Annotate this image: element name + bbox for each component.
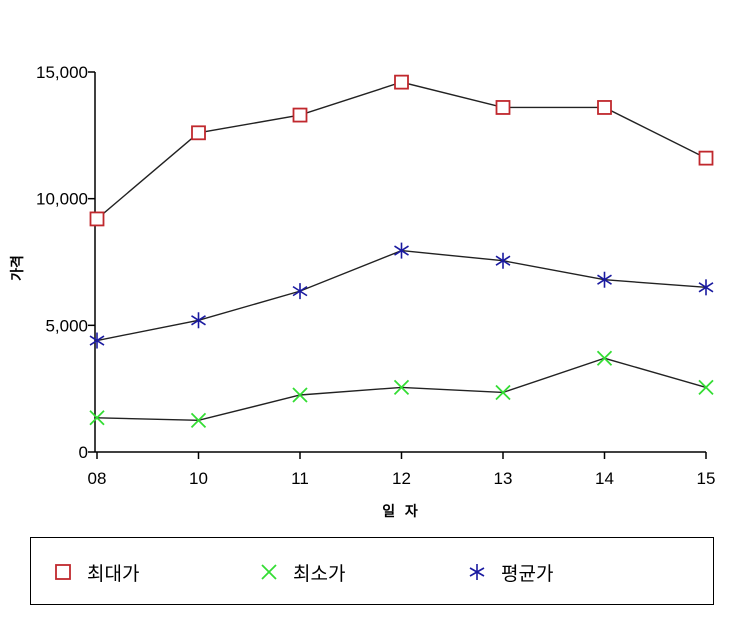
series-line — [96, 249, 707, 342]
legend-label-avg: 평균가 — [501, 562, 554, 585]
data-point — [190, 412, 207, 428]
data-point — [394, 242, 409, 259]
x-tick-label: 08 — [88, 469, 107, 488]
asterisk-stroke — [698, 282, 714, 293]
y-axis-title: 가격 — [9, 255, 26, 281]
legend-item-max: 최대가 — [53, 538, 139, 606]
x-tick-label: 10 — [189, 469, 208, 488]
x-marker-icon — [261, 564, 277, 580]
series-line — [96, 357, 707, 422]
legend-item-avg: 평균가 — [467, 538, 553, 606]
data-point — [698, 279, 714, 296]
legend: 최대가 최소가 평균가 — [30, 537, 714, 605]
axes: 0 5,000 10,000 15,000 08 10 11 12 13 14 15 — [36, 63, 715, 488]
x-mark-stroke — [190, 412, 207, 428]
data-point — [89, 211, 105, 227]
x-mark-stroke — [596, 350, 613, 366]
asterisk-stroke — [292, 285, 308, 297]
y-tick-label: 10,000 — [36, 190, 88, 209]
legend-label-max: 최대가 — [87, 562, 140, 585]
x-axis-title: 일 자 — [382, 504, 418, 520]
x-mark-stroke — [698, 379, 714, 396]
data-point — [393, 379, 410, 396]
asterisk-stroke — [394, 245, 409, 256]
y-tick-label: 5,000 — [45, 316, 88, 335]
data-point — [292, 283, 308, 300]
series-layer — [89, 74, 714, 428]
line-chart: 0 5,000 10,000 15,000 08 10 11 12 13 14 15 일 자 가격 — [9, 63, 715, 520]
series-1 — [89, 74, 714, 227]
data-point — [191, 312, 206, 329]
x-tick-label: 11 — [291, 469, 309, 488]
x-mark-stroke — [292, 387, 308, 403]
asterisk-stroke — [89, 335, 105, 346]
data-point — [698, 379, 714, 396]
legend-label-min: 최소가 — [293, 562, 346, 585]
x-mark-stroke — [393, 379, 410, 396]
x-tick-label: 14 — [595, 469, 614, 488]
y-tick-label: 0 — [79, 443, 88, 462]
data-point — [698, 150, 714, 166]
data-point — [191, 125, 206, 141]
data-point — [89, 410, 105, 426]
data-point — [89, 332, 105, 349]
asterisk-marker-icon — [469, 564, 485, 580]
data-point — [292, 387, 308, 403]
legend-item-min: 최소가 — [259, 538, 345, 606]
data-point — [394, 74, 409, 90]
x-tick-label: 13 — [494, 469, 513, 488]
series-line — [96, 81, 707, 220]
y-tick-label: 15,000 — [36, 63, 88, 82]
data-point — [597, 271, 612, 288]
data-point — [596, 350, 613, 366]
data-point — [597, 100, 612, 115]
data-point — [495, 384, 511, 401]
x-tick-label: 12 — [392, 469, 411, 488]
data-point — [292, 107, 308, 123]
x-tick-label: 15 — [697, 469, 716, 488]
x-mark-stroke — [89, 410, 105, 426]
x-mark-stroke — [495, 384, 511, 401]
asterisk-stroke — [597, 274, 612, 285]
square-marker-icon — [55, 564, 71, 580]
data-point — [495, 252, 511, 269]
series-3 — [89, 242, 714, 349]
series-2 — [89, 350, 714, 428]
asterisk-stroke — [191, 315, 206, 326]
asterisk-stroke — [495, 255, 511, 266]
data-point — [495, 100, 511, 115]
